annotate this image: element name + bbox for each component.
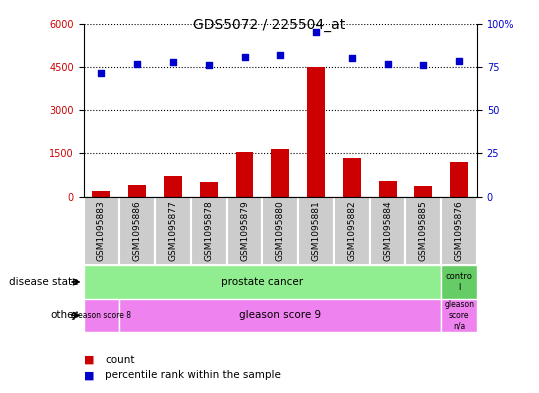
Bar <box>450 162 468 196</box>
Bar <box>262 196 298 265</box>
Text: GSM1095878: GSM1095878 <box>204 200 213 261</box>
Point <box>419 62 427 68</box>
Bar <box>155 196 191 265</box>
Point <box>169 59 177 66</box>
Bar <box>298 196 334 265</box>
Text: gleason score 9: gleason score 9 <box>239 310 321 320</box>
Text: GSM1095877: GSM1095877 <box>169 200 177 261</box>
Text: GSM1095884: GSM1095884 <box>383 200 392 261</box>
Text: GSM1095882: GSM1095882 <box>347 200 356 261</box>
Point <box>276 52 285 59</box>
Bar <box>84 196 119 265</box>
Point <box>240 53 249 60</box>
Text: prostate cancer: prostate cancer <box>222 277 303 287</box>
Text: GSM1095876: GSM1095876 <box>454 200 464 261</box>
Text: gleason score 8: gleason score 8 <box>72 311 132 320</box>
Point <box>383 61 392 67</box>
Bar <box>191 196 226 265</box>
Bar <box>128 185 146 196</box>
Bar <box>236 152 253 196</box>
Text: disease state: disease state <box>9 277 78 287</box>
Text: GSM1095883: GSM1095883 <box>97 200 106 261</box>
Text: GSM1095886: GSM1095886 <box>133 200 142 261</box>
Bar <box>226 196 262 265</box>
Bar <box>307 67 325 196</box>
Bar <box>343 158 361 196</box>
Bar <box>119 196 155 265</box>
Bar <box>441 265 477 299</box>
Point <box>204 62 213 68</box>
Text: ■: ■ <box>84 354 94 365</box>
Bar <box>405 196 441 265</box>
Bar <box>441 196 477 265</box>
Bar <box>370 196 405 265</box>
Text: GDS5072 / 225504_at: GDS5072 / 225504_at <box>194 18 345 32</box>
Point <box>312 29 320 35</box>
Bar <box>271 149 289 196</box>
Bar <box>93 191 110 196</box>
Text: GSM1095885: GSM1095885 <box>419 200 428 261</box>
Point <box>455 58 464 64</box>
Bar <box>334 196 370 265</box>
Text: other: other <box>50 310 78 320</box>
Text: GSM1095881: GSM1095881 <box>312 200 321 261</box>
Text: GSM1095879: GSM1095879 <box>240 200 249 261</box>
Text: gleason
score
n/a: gleason score n/a <box>444 301 474 330</box>
Bar <box>84 299 119 332</box>
Bar <box>378 181 397 196</box>
Bar <box>200 182 218 196</box>
Text: percentile rank within the sample: percentile rank within the sample <box>105 370 281 380</box>
Text: ■: ■ <box>84 370 94 380</box>
Bar <box>414 186 432 196</box>
Point <box>133 61 142 67</box>
Point <box>97 70 106 76</box>
Text: contro
l: contro l <box>446 272 473 292</box>
Bar <box>441 299 477 332</box>
Text: count: count <box>105 354 135 365</box>
Bar <box>119 299 441 332</box>
Text: GSM1095880: GSM1095880 <box>276 200 285 261</box>
Point <box>348 55 356 61</box>
Bar <box>164 176 182 196</box>
